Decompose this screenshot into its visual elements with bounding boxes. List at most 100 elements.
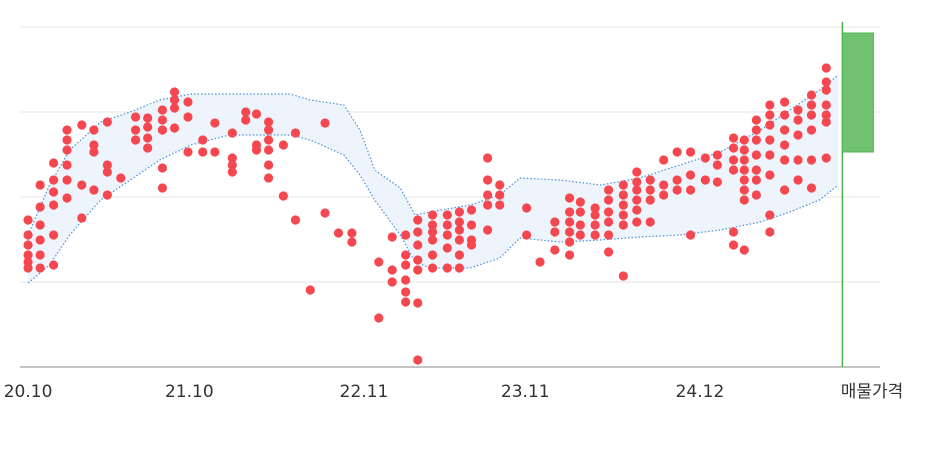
point <box>575 207 585 217</box>
point <box>263 145 274 155</box>
point <box>169 87 180 97</box>
point <box>62 175 72 185</box>
point <box>169 95 180 105</box>
point <box>48 175 59 185</box>
point <box>806 100 817 110</box>
point <box>739 245 749 255</box>
point <box>401 287 411 297</box>
point <box>227 167 237 177</box>
point <box>575 197 585 207</box>
point <box>751 190 761 200</box>
point <box>739 185 749 195</box>
point <box>278 140 288 150</box>
point <box>590 220 600 230</box>
x-tick-label: 21.10 <box>165 382 214 402</box>
point <box>427 263 438 273</box>
point <box>157 115 168 125</box>
point <box>590 230 600 240</box>
point <box>700 153 710 163</box>
point <box>35 250 45 260</box>
point <box>739 175 749 185</box>
point <box>48 230 59 240</box>
point <box>712 177 723 187</box>
point <box>645 217 655 227</box>
point <box>157 125 168 135</box>
point <box>89 185 99 195</box>
point <box>157 105 168 115</box>
point <box>130 112 141 122</box>
point <box>483 190 493 200</box>
point <box>765 100 775 110</box>
point <box>779 155 790 165</box>
point <box>618 180 628 190</box>
point <box>550 217 560 227</box>
point <box>374 257 384 267</box>
point <box>728 133 739 143</box>
point <box>618 190 628 200</box>
point <box>700 175 710 185</box>
point <box>618 271 628 281</box>
point <box>183 147 193 157</box>
point <box>427 227 438 237</box>
point <box>590 203 600 213</box>
point <box>728 227 739 237</box>
point <box>62 160 72 170</box>
point <box>564 207 575 217</box>
point <box>62 125 72 135</box>
point <box>227 160 237 170</box>
point <box>751 175 761 185</box>
point <box>495 190 505 200</box>
point <box>806 155 817 165</box>
point <box>227 153 237 163</box>
point <box>102 167 112 177</box>
point <box>23 240 33 250</box>
point <box>728 143 739 153</box>
point <box>241 115 251 125</box>
point <box>765 210 775 220</box>
point <box>442 230 452 240</box>
point <box>685 230 696 240</box>
point <box>198 147 208 157</box>
point <box>401 297 411 307</box>
point <box>765 120 775 130</box>
point <box>401 250 411 260</box>
point <box>751 150 761 160</box>
point <box>765 135 775 145</box>
point <box>535 257 545 267</box>
point <box>35 220 45 230</box>
point <box>672 175 682 185</box>
point <box>821 153 831 163</box>
point <box>263 117 274 127</box>
point <box>728 240 739 250</box>
point <box>765 110 775 120</box>
point <box>401 260 411 270</box>
point <box>454 263 465 273</box>
point <box>48 187 59 197</box>
point <box>793 115 803 125</box>
point <box>62 193 72 203</box>
point <box>251 145 262 155</box>
point <box>564 250 575 260</box>
point <box>35 202 45 212</box>
point <box>793 155 803 165</box>
point <box>821 77 831 87</box>
listing-label: 매물가격 <box>841 382 904 402</box>
x-tick-label: 22.11 <box>340 382 389 402</box>
point <box>712 160 723 170</box>
point <box>290 215 301 225</box>
point <box>483 225 493 235</box>
point <box>564 193 575 203</box>
point <box>454 250 465 260</box>
point <box>263 160 274 170</box>
point <box>454 217 465 227</box>
point <box>77 213 87 223</box>
point <box>116 173 126 183</box>
point <box>806 125 817 135</box>
x-tick-label: 20.10 <box>4 382 53 402</box>
point <box>442 210 452 220</box>
point <box>143 122 153 132</box>
point <box>23 263 33 273</box>
point <box>374 313 384 323</box>
point <box>413 255 423 265</box>
point <box>401 230 411 240</box>
